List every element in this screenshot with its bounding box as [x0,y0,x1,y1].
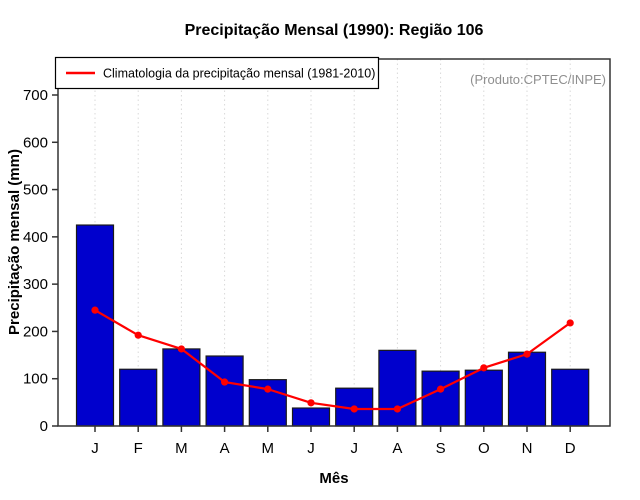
product-annotation: (Produto:CPTEC/INPE) [470,72,606,87]
x-tick-label: M [262,440,275,457]
x-tick-label: N [522,440,533,457]
climatology-point [437,385,445,393]
y-tick-label: 300 [23,276,48,293]
chart-title: Precipitação Mensal (1990): Região 106 [185,22,484,39]
y-axis-title: Precipitação mensal (mm) [6,149,23,335]
y-tick-label: 700 [23,87,48,104]
y-tick-label: 600 [23,134,48,151]
bar [464,369,503,427]
climatology-point [307,399,315,407]
legend-label: Climatologia da precipitação mensal (198… [103,67,375,81]
climatology-point [350,405,358,413]
legend-box [54,56,380,90]
bar [378,349,417,427]
y-tick-label: 200 [23,323,48,340]
climatology-point [523,350,531,358]
y-tick-label: 100 [23,371,48,388]
x-axis-title: Mês [319,470,348,487]
bar [291,407,331,427]
climatology-point [393,405,401,413]
climatology-point [91,306,99,314]
bar [205,355,244,427]
climatology-line-series [91,306,574,413]
bar [421,370,460,427]
climatology-point [177,345,185,353]
bar [507,351,547,427]
x-tick-label: A [392,440,402,457]
bar-series [75,224,590,427]
x-tick-label: J [91,440,99,457]
y-tick-label: 0 [40,418,48,435]
bar [162,348,201,427]
bar [551,368,590,427]
climatology-point [566,319,574,327]
x-tick-label: D [565,440,576,457]
y-tick-label: 400 [23,229,48,246]
climatology-point [480,364,488,372]
bar [75,224,115,427]
legend: Climatologia da precipitação mensal (198… [54,56,380,90]
climatology-point [134,331,142,339]
x-tick-label: J [307,440,315,457]
y-tick-label: 500 [23,182,48,199]
x-tick-label: F [134,440,143,457]
x-tick-label: S [436,440,446,457]
x-tick-label: O [478,440,490,457]
climatology-point [264,385,272,393]
climatology-point [221,378,229,386]
x-tick-label: M [175,440,188,457]
x-tick-label: A [220,440,230,457]
climatology-line [94,309,571,411]
x-tick-label: J [350,440,358,457]
y-axis: 0 100 200 300 400 500 600 700 [23,87,58,435]
bar [119,368,158,427]
